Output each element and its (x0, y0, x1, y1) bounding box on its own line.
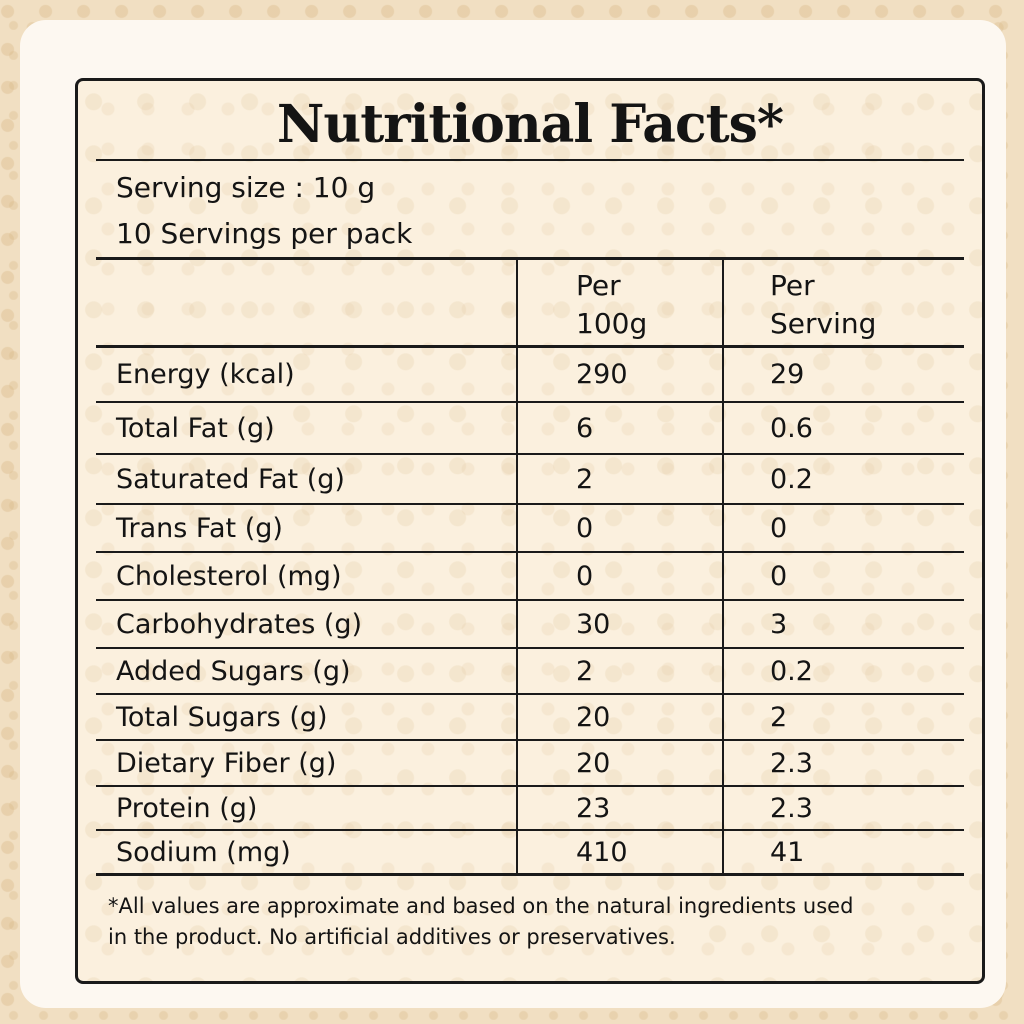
column-header-per-100g-line1: Per (576, 269, 621, 302)
table-row: Sodium (mg) 410 41 (96, 831, 964, 876)
footnote-line-2: in the product. No artificial additives … (108, 925, 676, 949)
value-per-100g: 20 (576, 747, 611, 779)
serving-size: Serving size : 10 g (116, 171, 376, 204)
nutrient-name: Energy (kcal) (116, 359, 295, 390)
table-row: Saturated Fat (g) 2 0.2 (96, 455, 964, 505)
nutrient-name: Saturated Fat (g) (116, 463, 345, 495)
nutrient-name: Total Sugars (g) (116, 701, 328, 733)
table-row: Cholesterol (mg) 0 0 (96, 553, 964, 601)
table-row: Trans Fat (g) 0 0 (96, 505, 964, 553)
value-per-100g: 30 (576, 608, 611, 640)
value-per-100g: 0 (576, 560, 594, 592)
nutrient-name: Dietary Fiber (g) (116, 747, 337, 779)
column-header-per-100g-line2: 100g (576, 307, 648, 340)
table-row: Energy (kcal) 290 29 (96, 348, 964, 403)
value-per-serving: 3 (770, 608, 788, 640)
value-per-100g: 6 (576, 412, 594, 444)
column-divider-2 (722, 259, 724, 876)
table-row: Total Fat (g) 6 0.6 (96, 403, 964, 455)
value-per-serving: 41 (770, 836, 805, 868)
serving-divider (96, 257, 964, 260)
nutrient-name: Sodium (mg) (116, 836, 291, 868)
value-per-serving: 2.3 (770, 747, 813, 779)
value-per-100g: 2 (576, 655, 594, 687)
table-row: Dietary Fiber (g) 20 2.3 (96, 741, 964, 787)
nutrition-label: Nutritional Facts* Serving size : 10 g 1… (75, 78, 985, 984)
table-row: Added Sugars (g) 2 0.2 (96, 649, 964, 695)
value-per-100g: 2 (576, 463, 594, 495)
nutrient-name: Carbohydrates (g) (116, 608, 363, 640)
footnote: *All values are approximate and based on… (108, 891, 958, 953)
servings-per-pack: 10 Servings per pack (116, 217, 413, 250)
value-per-100g: 0 (576, 512, 594, 544)
value-per-serving: 0.2 (770, 463, 813, 495)
value-per-serving: 2 (770, 701, 788, 733)
header-divider (96, 345, 964, 348)
column-header-per-serving: Per Serving (770, 267, 876, 343)
card-background: Nutritional Facts* Serving size : 10 g 1… (20, 20, 1006, 1008)
label-title: Nutritional Facts* (276, 94, 784, 155)
value-per-serving: 0.6 (770, 412, 813, 444)
title-divider (96, 159, 964, 161)
nutrient-name: Cholesterol (mg) (116, 560, 342, 592)
value-per-serving: 0 (770, 560, 788, 592)
nutrient-name: Protein (g) (116, 792, 258, 824)
column-header-per-serving-line1: Per (770, 269, 815, 302)
table-row: Carbohydrates (g) 30 3 (96, 601, 964, 649)
column-header-per-serving-line2: Serving (770, 307, 877, 340)
value-per-100g: 20 (576, 701, 611, 733)
nutrient-name: Total Fat (g) (116, 412, 275, 444)
footnote-line-1: *All values are approximate and based on… (108, 894, 854, 918)
table-row: Total Sugars (g) 20 2 (96, 695, 964, 741)
value-per-serving: 0.2 (770, 655, 813, 687)
nutrient-name: Added Sugars (g) (116, 655, 351, 687)
column-header-per-100g: Per 100g (576, 267, 647, 343)
column-divider-1 (516, 259, 518, 876)
table-row: Protein (g) 23 2.3 (96, 787, 964, 831)
nutrient-name: Trans Fat (g) (116, 512, 283, 544)
value-per-100g: 23 (576, 792, 611, 824)
value-per-serving: 0 (770, 512, 788, 544)
value-per-100g: 290 (576, 359, 628, 390)
value-per-serving: 29 (770, 359, 805, 390)
value-per-serving: 2.3 (770, 792, 813, 824)
value-per-100g: 410 (576, 836, 628, 868)
